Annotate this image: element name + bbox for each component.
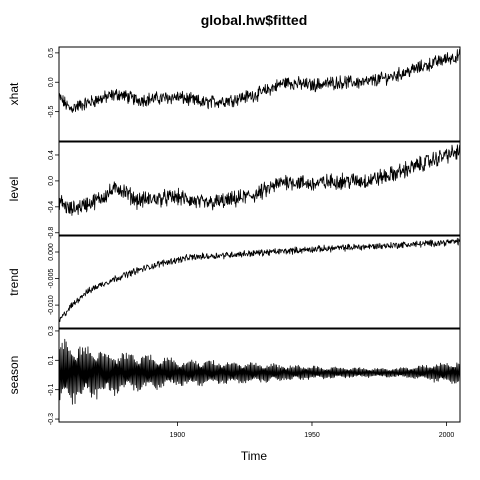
- series-line-level: [58, 144, 461, 216]
- y-tick-label: -0.5: [48, 105, 55, 117]
- x-axis-label: Time: [241, 449, 268, 463]
- chart-title: global.hw$fitted: [201, 12, 308, 28]
- y-tick-label: 0.0: [48, 176, 55, 186]
- y-axis-label-xhat: xhat: [7, 82, 21, 105]
- y-tick-label: -0.1: [48, 384, 55, 396]
- y-axis-label-level: level: [7, 177, 21, 202]
- y-tick-label: -0.8: [48, 227, 55, 239]
- panel-trend: -0.010 -0.005 0.000 trend: [7, 234, 461, 330]
- panel-frame: [58, 234, 461, 330]
- panel-season: -0.3 -0.1 0.1 0.3 season: [7, 326, 461, 425]
- y-tick-label: 0.000: [48, 243, 55, 261]
- y-axis-label-season: season: [7, 356, 21, 395]
- panel-xhat: -0.5 0.0 0.5 xhat: [7, 46, 461, 142]
- y-tick-label: -0.005: [48, 269, 55, 289]
- x-tick-label: 1950: [304, 432, 320, 439]
- y-tick-label: 0.4: [48, 150, 55, 160]
- series-line-xhat: [58, 49, 461, 113]
- y-tick-label: 0.3: [48, 326, 55, 336]
- x-axis: 1900 1950 2000: [170, 422, 455, 439]
- x-tick-label: 2000: [439, 432, 455, 439]
- series-line-trend: [58, 237, 461, 323]
- y-tick-label: 0.0: [48, 77, 55, 87]
- y-tick-label: -0.010: [48, 295, 55, 315]
- y-tick-label: 0.1: [48, 355, 55, 365]
- y-tick-label: 0.5: [48, 48, 55, 58]
- chart-panels: -0.50.00.5xhat-0.8-0.40.00.4level-0.010-…: [7, 46, 461, 425]
- panel-frame: [58, 141, 461, 237]
- panel-level: -0.8 -0.4 0.0 0.4 level: [7, 141, 461, 239]
- series-line-season: [58, 338, 461, 405]
- y-axis-label-trend: trend: [7, 268, 21, 295]
- y-tick-label: -0.4: [48, 201, 55, 213]
- y-tick-label: -0.3: [48, 413, 55, 425]
- x-tick-label: 1900: [170, 432, 186, 439]
